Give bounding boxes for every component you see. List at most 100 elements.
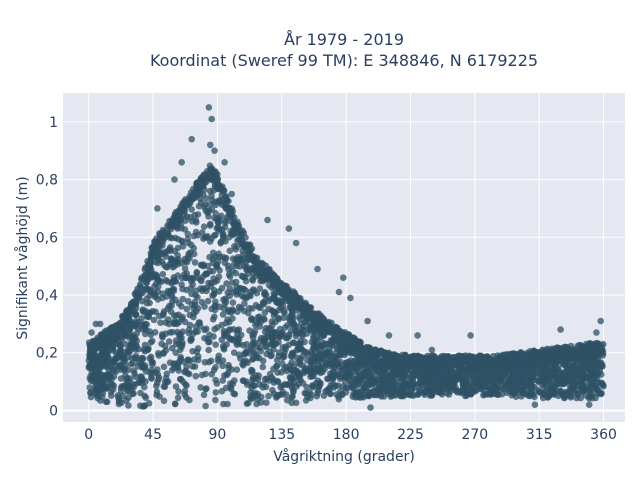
data-point	[469, 359, 476, 367]
data-point	[592, 383, 600, 390]
data-point	[188, 135, 195, 143]
data-point	[594, 347, 601, 355]
data-point	[183, 382, 190, 389]
data-point	[364, 379, 371, 386]
data-point	[381, 382, 389, 390]
data-point	[231, 223, 238, 230]
data-point	[166, 359, 174, 367]
data-point	[469, 374, 477, 382]
data-point	[396, 355, 403, 362]
data-point	[586, 340, 593, 347]
data-point	[355, 381, 363, 388]
data-point	[191, 259, 199, 266]
data-point	[290, 379, 298, 387]
data-point	[255, 266, 262, 274]
data-point	[245, 270, 252, 278]
data-point	[343, 369, 350, 376]
data-point	[175, 388, 182, 395]
data-point	[325, 375, 332, 383]
data-point	[212, 389, 220, 396]
data-point	[183, 305, 191, 313]
data-point	[247, 389, 254, 397]
data-point	[124, 387, 131, 395]
data-point	[108, 375, 115, 383]
data-point	[354, 388, 361, 395]
data-point	[96, 380, 103, 387]
data-point	[240, 254, 248, 262]
data-point	[158, 340, 165, 348]
data-point	[210, 333, 217, 340]
data-point	[474, 363, 482, 371]
data-point	[194, 231, 202, 239]
data-point	[333, 324, 340, 331]
data-point	[475, 385, 483, 392]
data-point	[195, 202, 203, 210]
data-point	[232, 246, 239, 253]
data-point	[343, 361, 351, 369]
data-point	[588, 379, 595, 387]
data-point	[253, 289, 261, 297]
data-point	[256, 323, 264, 330]
data-point	[212, 262, 220, 270]
data-point	[220, 346, 228, 353]
data-point	[512, 375, 519, 383]
data-point	[272, 290, 279, 298]
data-point	[192, 372, 200, 380]
data-point	[283, 283, 291, 290]
data-point	[300, 326, 307, 334]
data-point	[178, 203, 185, 211]
data-point	[550, 364, 558, 371]
data-point	[326, 350, 334, 358]
data-point	[174, 394, 182, 402]
data-point	[200, 262, 207, 270]
data-point	[198, 298, 206, 306]
data-point	[232, 278, 240, 286]
data-point	[148, 369, 156, 377]
data-point	[218, 387, 226, 395]
data-point	[242, 378, 250, 385]
data-point	[165, 320, 173, 328]
data-point	[266, 370, 274, 378]
data-point	[554, 375, 562, 382]
x-tick-label: 225	[397, 427, 424, 443]
data-point	[249, 334, 257, 341]
data-point	[428, 390, 435, 398]
data-point	[271, 277, 278, 285]
data-point	[185, 326, 193, 334]
data-point	[138, 376, 145, 384]
data-point	[263, 375, 271, 383]
data-point	[416, 371, 424, 379]
data-point	[358, 373, 366, 381]
data-point	[593, 329, 600, 336]
data-point	[190, 244, 197, 252]
data-point	[512, 393, 520, 401]
data-point	[370, 357, 378, 365]
data-point	[567, 385, 575, 392]
data-point	[343, 331, 351, 338]
data-point	[203, 325, 210, 333]
data-point	[366, 388, 373, 396]
data-point	[279, 354, 287, 361]
data-point	[163, 293, 170, 300]
data-point	[154, 205, 161, 212]
data-point	[169, 328, 176, 336]
data-point	[145, 400, 153, 407]
data-point	[184, 230, 192, 238]
data-point	[222, 203, 229, 210]
data-point	[208, 192, 215, 200]
data-point	[149, 307, 156, 315]
data-point	[164, 287, 172, 295]
data-point	[224, 316, 231, 323]
data-point	[193, 274, 201, 281]
data-point	[117, 324, 125, 331]
data-point	[115, 396, 123, 404]
data-point	[109, 381, 116, 388]
data-point	[193, 190, 201, 197]
data-point	[544, 393, 552, 401]
data-point	[259, 357, 267, 365]
data-point	[372, 366, 379, 373]
data-point	[288, 353, 296, 360]
data-point	[225, 265, 232, 273]
data-point	[260, 273, 267, 281]
data-point	[242, 244, 250, 251]
